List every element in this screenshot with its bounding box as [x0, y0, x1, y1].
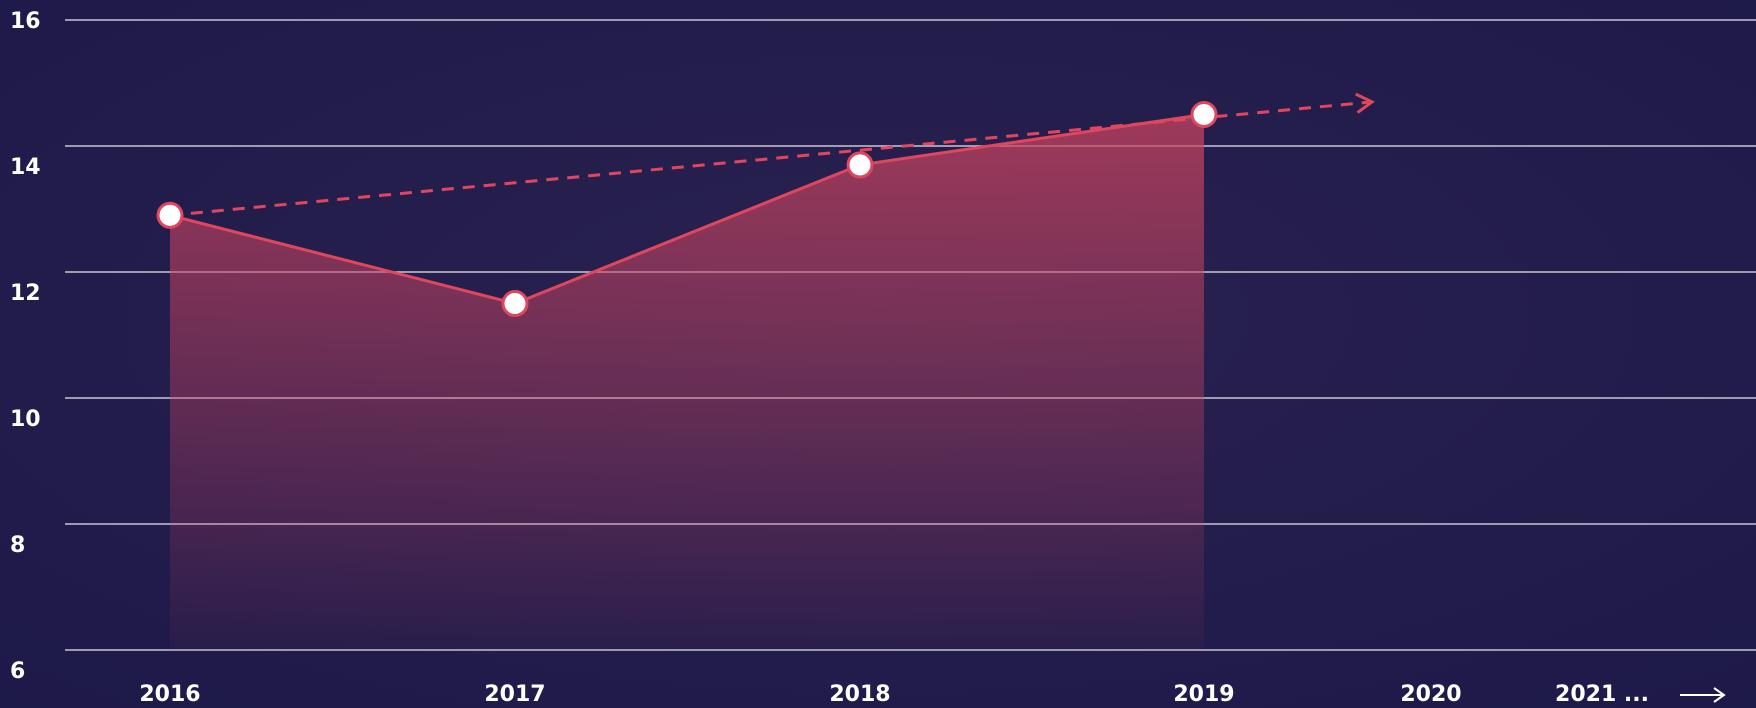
point — [848, 153, 872, 177]
chart: 6 8 10 12 14 16 2016 2017 2018 2019 2020 2021 ... — [0, 0, 1756, 708]
x-tick-label: 2021 ... — [1555, 682, 1649, 707]
y-tick-label: 8 — [10, 533, 25, 558]
y-tick-label: 16 — [10, 9, 41, 34]
x-tick-label: 2017 — [484, 682, 545, 707]
x-tick-label: 2019 — [1173, 682, 1234, 707]
x-tick-label: 2016 — [139, 682, 200, 707]
y-tick-label: 14 — [10, 155, 41, 180]
point — [158, 203, 182, 227]
y-tick-label: 12 — [10, 281, 41, 306]
y-tick-label: 10 — [10, 407, 41, 432]
point — [1192, 103, 1216, 127]
point — [503, 292, 527, 316]
x-tick-label: 2018 — [829, 682, 890, 707]
x-tick-label: 2020 — [1400, 682, 1461, 707]
y-tick-label: 6 — [10, 659, 25, 684]
